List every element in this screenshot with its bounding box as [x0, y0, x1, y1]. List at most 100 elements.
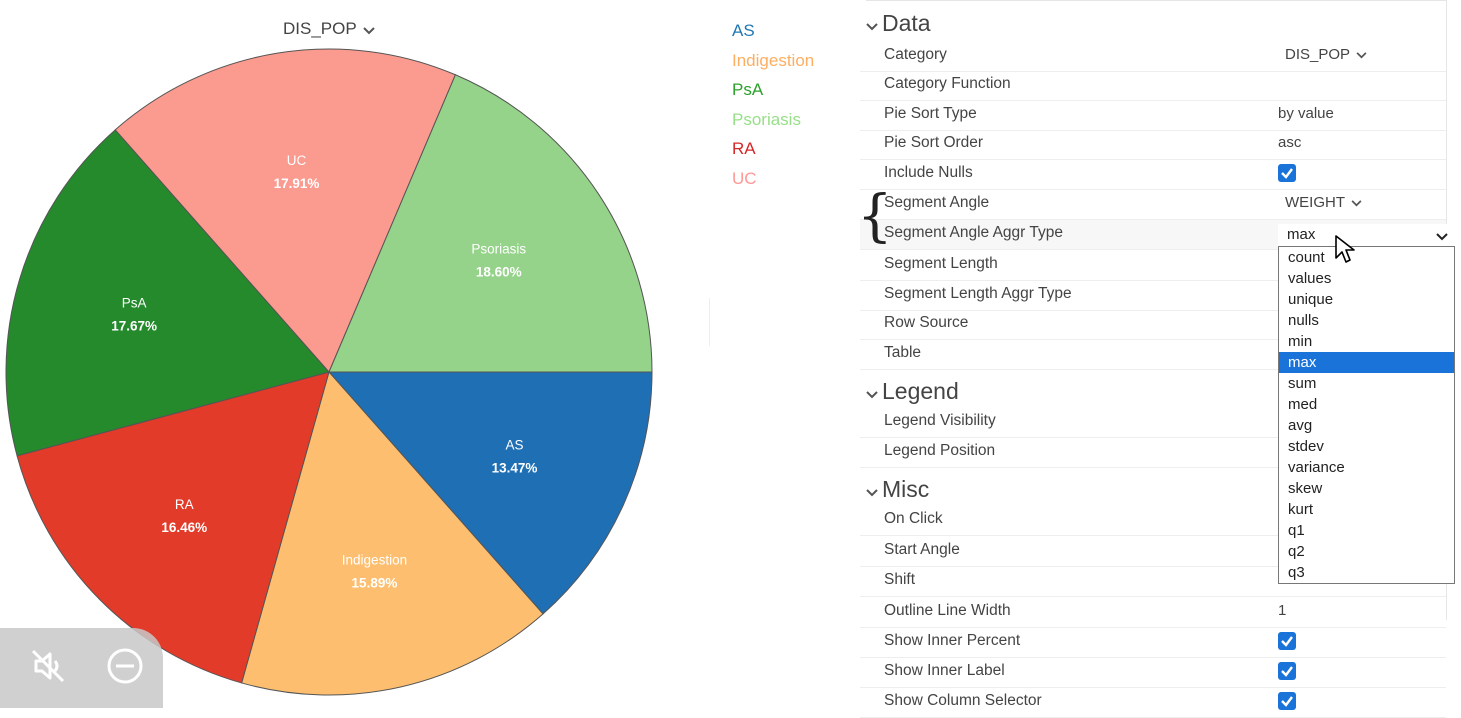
category-select[interactable]: DIS_POP	[1285, 46, 1367, 63]
prop-label: Row Source	[884, 314, 969, 331]
prop-row-pie-sort-order: Pie Sort Order asc	[860, 130, 1446, 160]
prop-label: Category Function	[884, 75, 1011, 92]
chevron-down-icon	[1436, 228, 1448, 245]
aggr-select-value: max	[1287, 226, 1316, 243]
media-overlay	[0, 628, 163, 708]
prop-label: Legend Position	[884, 442, 996, 459]
category-selector-label: DIS_POP	[283, 19, 357, 38]
chevron-down-icon	[1351, 194, 1362, 211]
pie-slice-percent: 17.67%	[111, 318, 157, 333]
pie-slice-indigestion[interactable]	[241, 370, 544, 696]
section-legend-header[interactable]: Legend	[866, 378, 959, 405]
pie-slice-psoriasis[interactable]	[328, 74, 653, 373]
select-value: WEIGHT	[1285, 194, 1345, 211]
section-data-header[interactable]: Data	[866, 10, 931, 37]
pie-slice-label: RA	[175, 497, 194, 512]
prop-row-segment-length: Segment Length	[860, 251, 1446, 281]
legend: AS Indigestion PsA Psoriasis RA UC	[732, 20, 814, 198]
aggr-option-count[interactable]: count	[1288, 249, 1325, 266]
chevron-down-icon	[866, 10, 880, 37]
aggr-option-max[interactable]: max	[1279, 352, 1454, 373]
legend-item-indigestion[interactable]: Indigestion	[732, 50, 815, 70]
aggr-option-skew[interactable]: skew	[1288, 480, 1323, 497]
chevron-down-icon	[1356, 46, 1367, 63]
aggr-option-q1[interactable]: q1	[1288, 522, 1305, 539]
aggr-option-med[interactable]: med	[1288, 396, 1318, 413]
pie-slice-ra[interactable]	[16, 371, 330, 684]
pie-sort-type-value[interactable]: by value	[1278, 105, 1334, 122]
prop-row-show-column-selector: Show Column Selector	[860, 688, 1446, 718]
prop-label: Show Column Selector	[884, 692, 1042, 709]
pie-slice-percent: 18.60%	[476, 265, 522, 280]
aggr-option-q3[interactable]: q3	[1288, 564, 1305, 581]
pie-slice-percent: 13.47%	[492, 461, 538, 476]
chevron-down-icon	[866, 378, 880, 405]
show-inner-label-checkbox[interactable]	[1278, 662, 1296, 680]
prop-label: Segment Length	[884, 255, 998, 272]
prop-row-show-inner-label: Show Inner Label	[860, 658, 1446, 688]
section-title: Misc	[882, 476, 930, 502]
aggr-option-values[interactable]: values	[1288, 270, 1332, 287]
prop-row-pie-sort-type: Pie Sort Type by value	[860, 101, 1446, 131]
aggr-option-variance[interactable]: variance	[1288, 459, 1345, 476]
legend-item-psa[interactable]: PsA	[732, 80, 764, 100]
legend-item-uc[interactable]: UC	[732, 168, 757, 188]
prop-label: Outline Line Width	[884, 602, 1011, 619]
aggr-option-q2[interactable]: q2	[1288, 543, 1305, 560]
aggr-option-avg[interactable]: avg	[1288, 417, 1313, 434]
volume-mute-icon[interactable]	[28, 646, 68, 686]
brace-annotation: {	[857, 184, 893, 249]
prop-label: On Click	[884, 510, 943, 527]
pie-slice-label: Indigestion	[342, 552, 407, 567]
category-selector[interactable]: DIS_POP	[283, 19, 375, 40]
prop-row-category-function: Category Function	[860, 71, 1446, 101]
divider	[866, 0, 1446, 1]
prop-label: Shift	[884, 571, 916, 588]
aggr-option-min[interactable]: min	[1288, 333, 1313, 350]
minus-circle-icon[interactable]	[105, 646, 145, 686]
select-value: DIS_POP	[1285, 46, 1351, 63]
prop-label: Pie Sort Order	[884, 134, 984, 151]
chevron-down-icon	[362, 20, 375, 40]
prop-label: Category	[884, 46, 947, 63]
prop-row-row-source: Row Source	[860, 310, 1446, 340]
prop-label: Include Nulls	[884, 164, 973, 181]
show-inner-percent-checkbox[interactable]	[1278, 632, 1296, 650]
prop-label: Segment Length Aggr Type	[884, 285, 1072, 302]
prop-row-show-inner-percent: Show Inner Percent	[860, 628, 1446, 658]
prop-label: Segment Angle	[884, 194, 990, 211]
pie-chart: AS 13.47% Indigestion 15.89% RA 16.46% PsA 17.6…	[5, 48, 653, 696]
aggr-option-stdev[interactable]: stdev	[1288, 438, 1324, 455]
pie-slice-as[interactable]	[327, 371, 653, 615]
pie-slice-uc[interactable]	[114, 48, 457, 373]
show-column-selector-checkbox[interactable]	[1278, 692, 1296, 710]
section-misc-header[interactable]: Misc	[866, 476, 929, 503]
prop-row-legend-position: Legend Position	[860, 438, 1446, 468]
pie-sort-order-value[interactable]: asc	[1278, 134, 1302, 151]
divider	[709, 298, 710, 346]
chevron-down-icon	[866, 476, 880, 503]
aggr-option-sum[interactable]: sum	[1288, 375, 1317, 392]
aggr-option-nulls[interactable]: nulls	[1288, 312, 1319, 329]
segment-angle-select[interactable]: WEIGHT	[1285, 194, 1362, 211]
prop-label: Show Inner Label	[884, 662, 1005, 679]
pie-slice-percent: 17.91%	[274, 176, 320, 191]
aggr-options-list[interactable]: count values unique nulls min max sum med avg std…	[1278, 246, 1455, 584]
prop-row-outline-line-width: Outline Line Width 1	[860, 598, 1446, 628]
aggr-option-unique[interactable]: unique	[1288, 291, 1334, 308]
include-nulls-checkbox[interactable]	[1278, 164, 1296, 182]
chart-area: AS 13.47% Indigestion 15.89% RA 16.46% PsA 17.6…	[0, 0, 710, 701]
segment-angle-aggr-select[interactable]: max	[1278, 224, 1454, 246]
outline-line-width-value[interactable]: 1	[1278, 602, 1287, 619]
prop-row-start-angle: Start Angle	[860, 537, 1446, 567]
prop-row-on-click: On Click	[860, 506, 1446, 536]
legend-item-ra[interactable]: RA	[732, 139, 756, 159]
mouse-cursor-icon	[1334, 234, 1356, 269]
pie-slice-psa[interactable]	[5, 129, 330, 457]
pie-slice-percent: 16.46%	[161, 520, 207, 535]
aggr-option-kurt[interactable]: kurt	[1288, 501, 1314, 518]
pie-slice-percent: 15.89%	[352, 575, 398, 590]
section-title: Data	[882, 10, 931, 36]
legend-item-psoriasis[interactable]: Psoriasis	[732, 109, 801, 129]
legend-item-as[interactable]: AS	[732, 21, 755, 40]
